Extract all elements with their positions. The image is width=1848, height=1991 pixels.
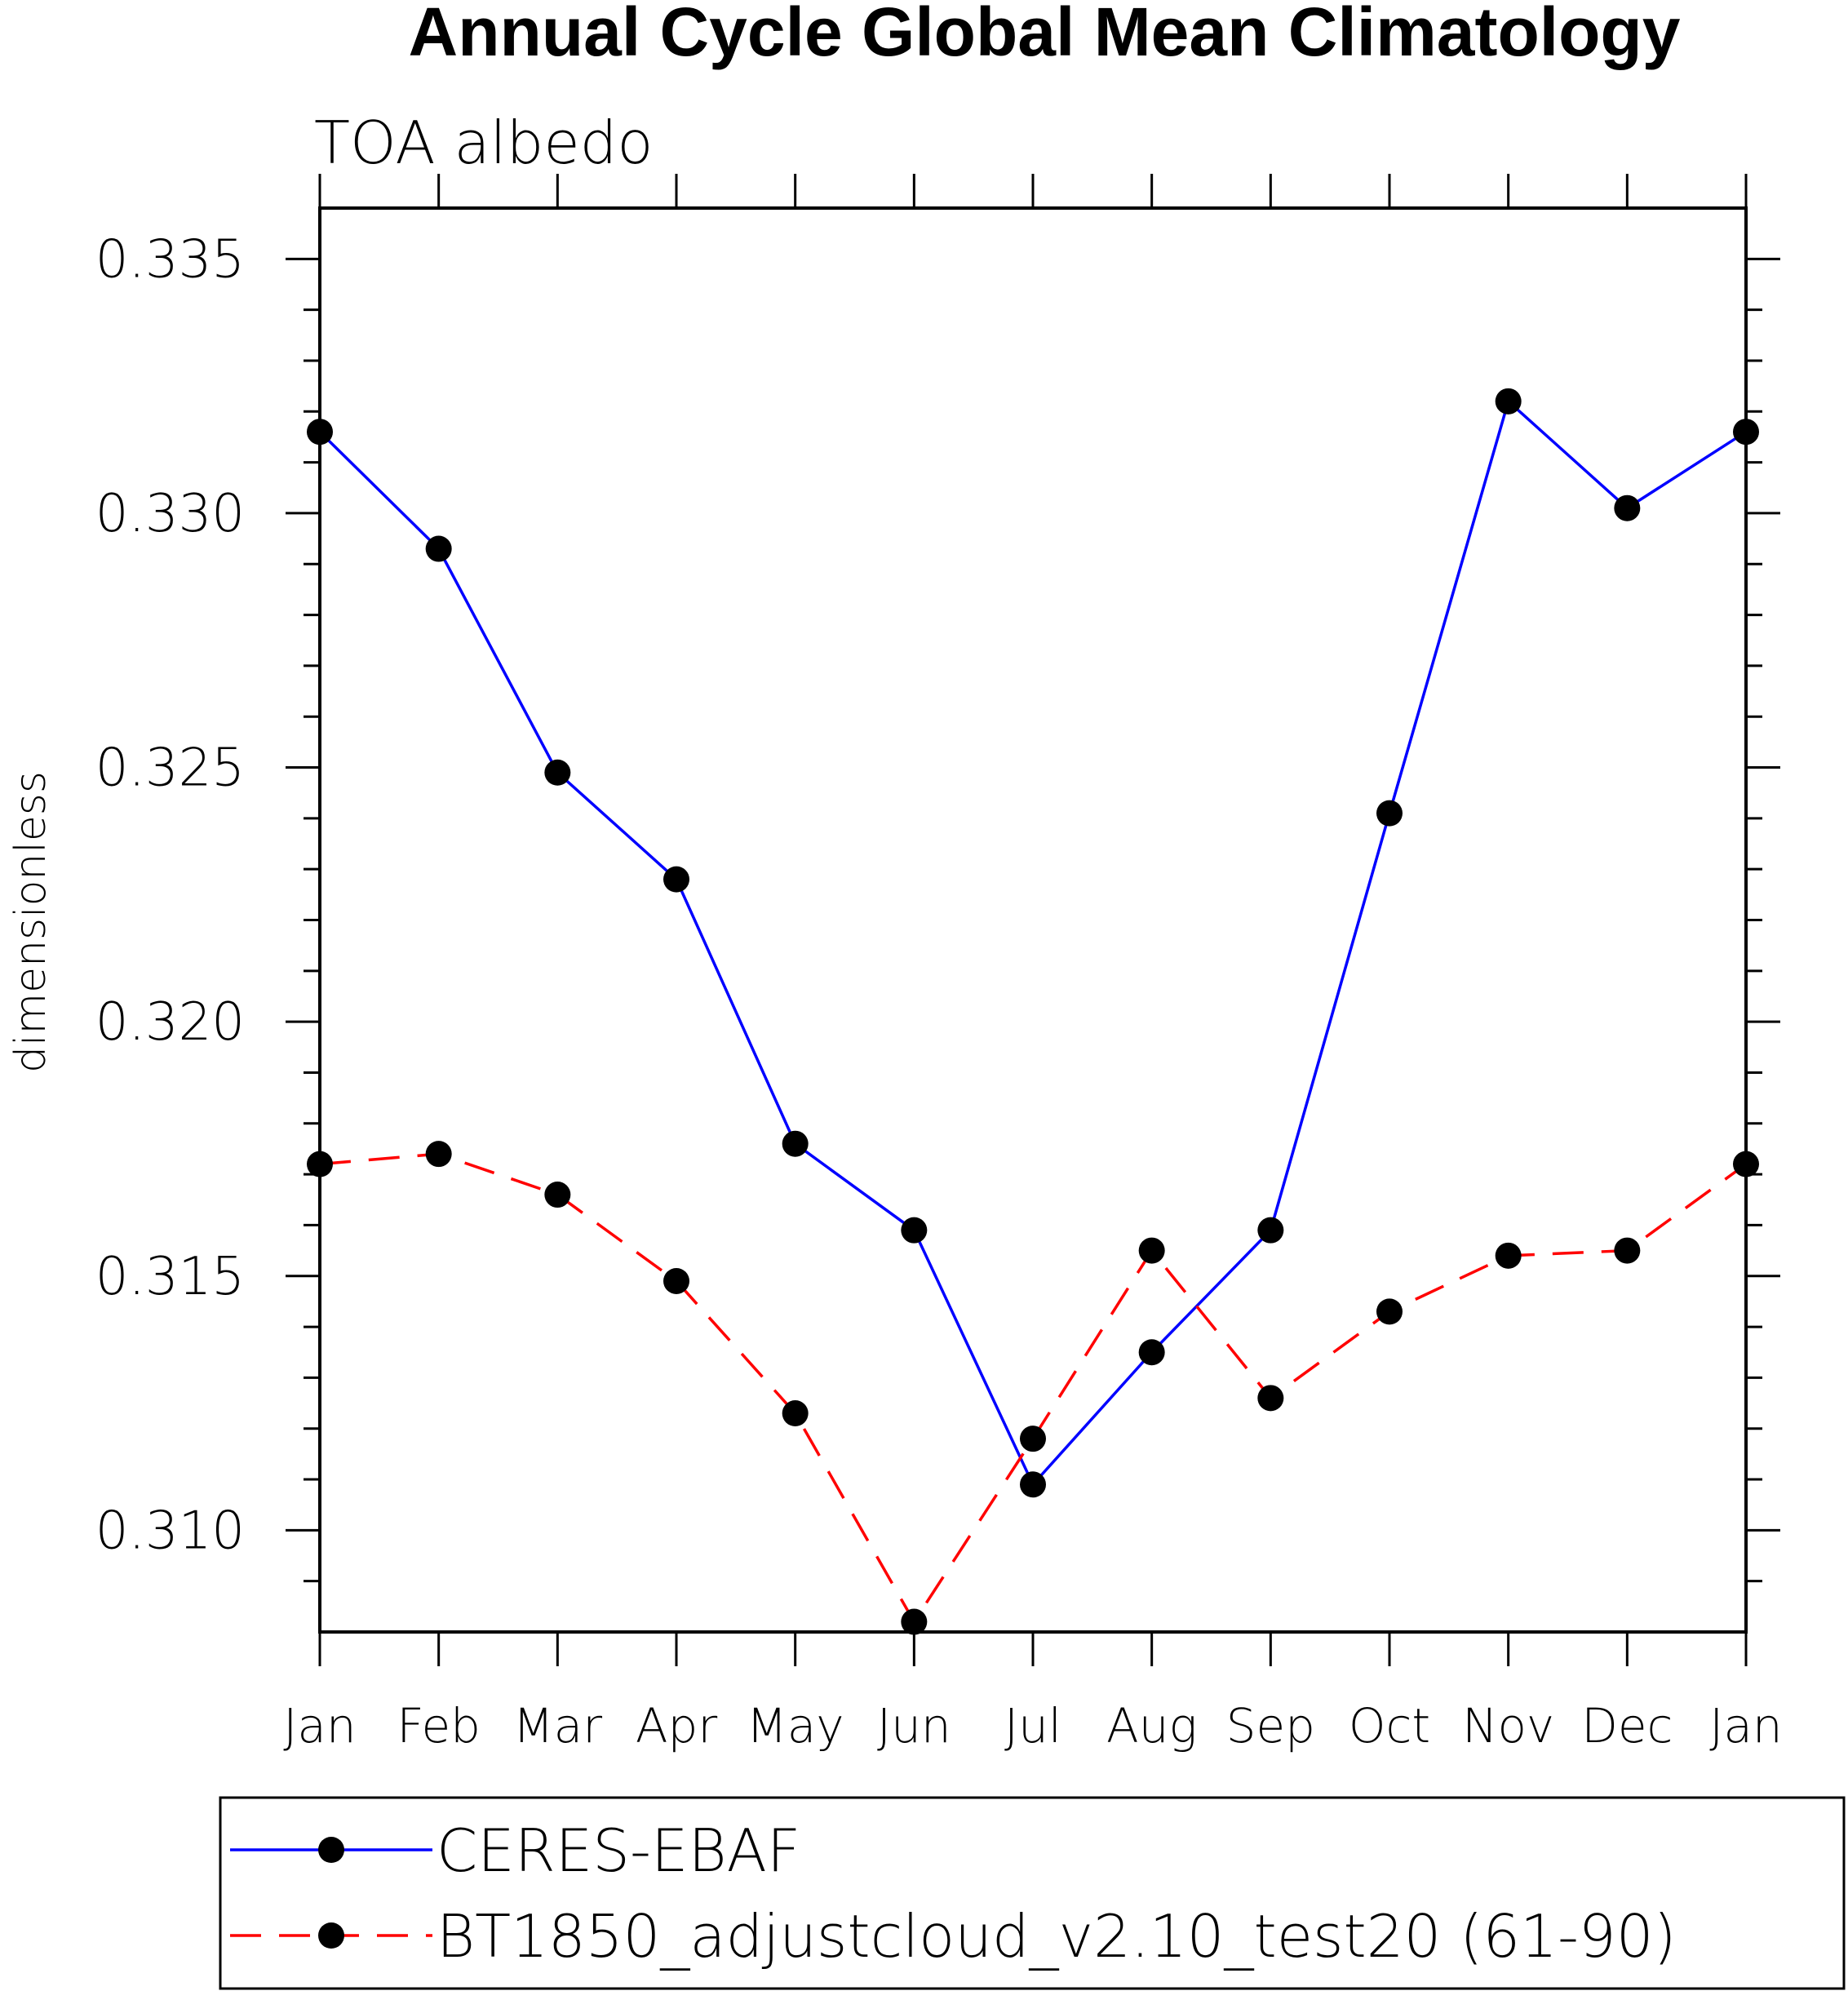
legend-marker-ceres-ebaf	[318, 1837, 344, 1863]
y-tick-labels: 0.310 0.315 0.320 0.325 0.330 0.335	[95, 229, 245, 1561]
data-point	[1020, 1426, 1046, 1452]
x-tick-label: Feb	[397, 1698, 481, 1754]
data-point	[425, 535, 452, 562]
data-point	[1257, 1385, 1284, 1412]
x-tick-label: Nov	[1462, 1698, 1554, 1754]
data-point	[1020, 1471, 1046, 1498]
y-axis-label: dimensionless	[7, 771, 55, 1073]
data-point	[782, 1130, 809, 1157]
data-point	[1138, 1339, 1165, 1366]
x-tick-label: Oct	[1349, 1698, 1430, 1754]
data-point	[1614, 1237, 1641, 1264]
legend-label-bt1850: BT1850_adjustcloud_v2.10_test20 (61-90)	[437, 1902, 1677, 1971]
legend-marker-bt1850	[318, 1922, 344, 1949]
data-point	[901, 1217, 928, 1244]
chart-title: Annual Cycle Global Mean Climatology	[409, 0, 1681, 70]
data-point	[544, 1182, 571, 1208]
x-tick-label: Aug	[1106, 1698, 1197, 1754]
series-bt1850	[307, 1141, 1759, 1635]
x-tick-label: Jan	[1709, 1698, 1782, 1754]
x-tick-label: Dec	[1581, 1698, 1673, 1754]
x-tick-label: Jan	[283, 1698, 356, 1754]
data-point	[1733, 1151, 1759, 1177]
x-tick-label: Jul	[1004, 1698, 1061, 1754]
data-point	[1614, 494, 1641, 521]
data-point	[307, 419, 333, 446]
data-point	[1257, 1217, 1284, 1244]
y-tick-label: 0.330	[95, 484, 245, 544]
data-point	[1495, 1242, 1522, 1269]
y-tick-label: 0.325	[95, 738, 245, 799]
data-point	[782, 1400, 809, 1427]
y-tick-label: 0.335	[95, 229, 245, 290]
legend-box	[219, 1796, 1846, 1990]
legend-item-bt1850: BT1850_adjustcloud_v2.10_test20 (61-90)	[230, 1902, 1677, 1971]
axis-ticks	[286, 174, 1780, 1666]
data-point	[1376, 1298, 1403, 1325]
chart-subtitle: TOA albedo	[314, 109, 653, 177]
y-tick-label: 0.315	[95, 1247, 245, 1307]
x-tick-label: Sep	[1226, 1698, 1315, 1754]
data-point	[1495, 388, 1522, 415]
series-line	[319, 1152, 1748, 1625]
data-point	[425, 1141, 452, 1168]
x-tick-label: May	[747, 1698, 844, 1754]
data-point	[901, 1608, 928, 1635]
x-tick-labels: Jan Feb Mar Apr May Jun Jul Aug Sep Oct Nov Dec Jan	[283, 1698, 1782, 1754]
y-tick-label: 0.310	[95, 1501, 245, 1561]
x-tick-label: Apr	[636, 1698, 717, 1754]
series-line	[318, 398, 1747, 1488]
series-layer	[307, 388, 1759, 1635]
series-ceres-ebaf	[307, 388, 1759, 1498]
data-point	[1376, 800, 1403, 827]
data-point	[1733, 419, 1759, 446]
x-tick-label: Mar	[513, 1698, 603, 1754]
y-tick-label: 0.320	[95, 992, 245, 1053]
legend-item-ceres-ebaf: CERES-EBAF	[230, 1816, 800, 1885]
x-tick-label: Jun	[877, 1698, 951, 1754]
data-point	[663, 1267, 689, 1294]
legend-label-ceres-ebaf: CERES-EBAF	[437, 1816, 800, 1885]
data-point	[1138, 1237, 1165, 1264]
data-point	[663, 866, 689, 893]
data-point	[307, 1151, 333, 1177]
data-point	[544, 759, 571, 786]
